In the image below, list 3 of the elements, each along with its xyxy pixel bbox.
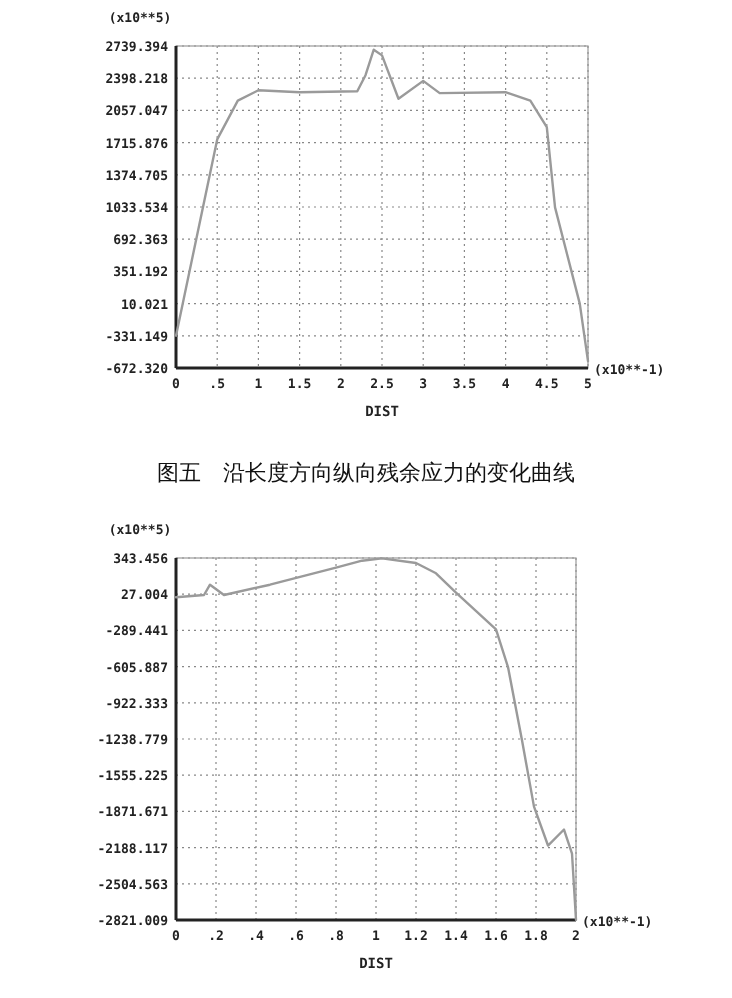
text: 图五 沿长度方向纵向残余应力的变化曲线 — [157, 460, 575, 486]
line-series — [174, 48, 590, 363]
line-series — [174, 557, 578, 922]
